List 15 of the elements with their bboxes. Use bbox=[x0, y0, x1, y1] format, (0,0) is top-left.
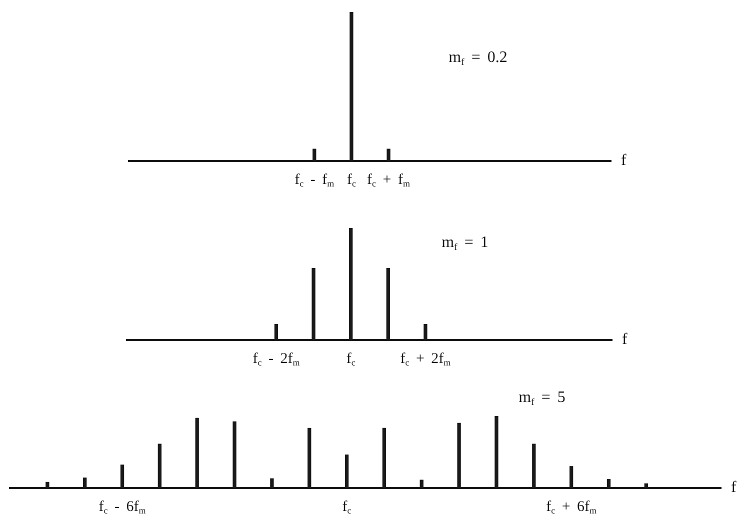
x-tick-label: f$_{c}$ - 2f$_{m}$ bbox=[252, 351, 300, 368]
x-tick-label: f$_{c}$ bbox=[346, 172, 356, 189]
x-axis-title: f bbox=[731, 479, 736, 496]
annotation: m$_{f}$ = 0.2 bbox=[448, 49, 508, 68]
x-tick-label: f$_{c}$ + f$_{m}$ bbox=[367, 172, 410, 189]
x-axis-title: f bbox=[621, 152, 626, 169]
x-axis-title: f bbox=[622, 331, 628, 348]
x-tick-label: f$_{c}$ bbox=[346, 351, 356, 368]
x-tick-label: f$_{c}$ - f$_{m}$ bbox=[294, 172, 334, 189]
text: m$_{f}$ = 5 bbox=[518, 389, 566, 408]
x-tick-label: f$_{c}$ - 6f$_{m}$ bbox=[98, 499, 146, 516]
annotation: m$_{f}$ = 1 bbox=[442, 234, 488, 253]
x-tick-label: f$_{c}$ + 2f$_{m}$ bbox=[400, 351, 451, 368]
x-tick-label: f$_{c}$ + 6f$_{m}$ bbox=[546, 499, 597, 516]
x-tick-label: f$_{c}$ bbox=[342, 499, 352, 516]
